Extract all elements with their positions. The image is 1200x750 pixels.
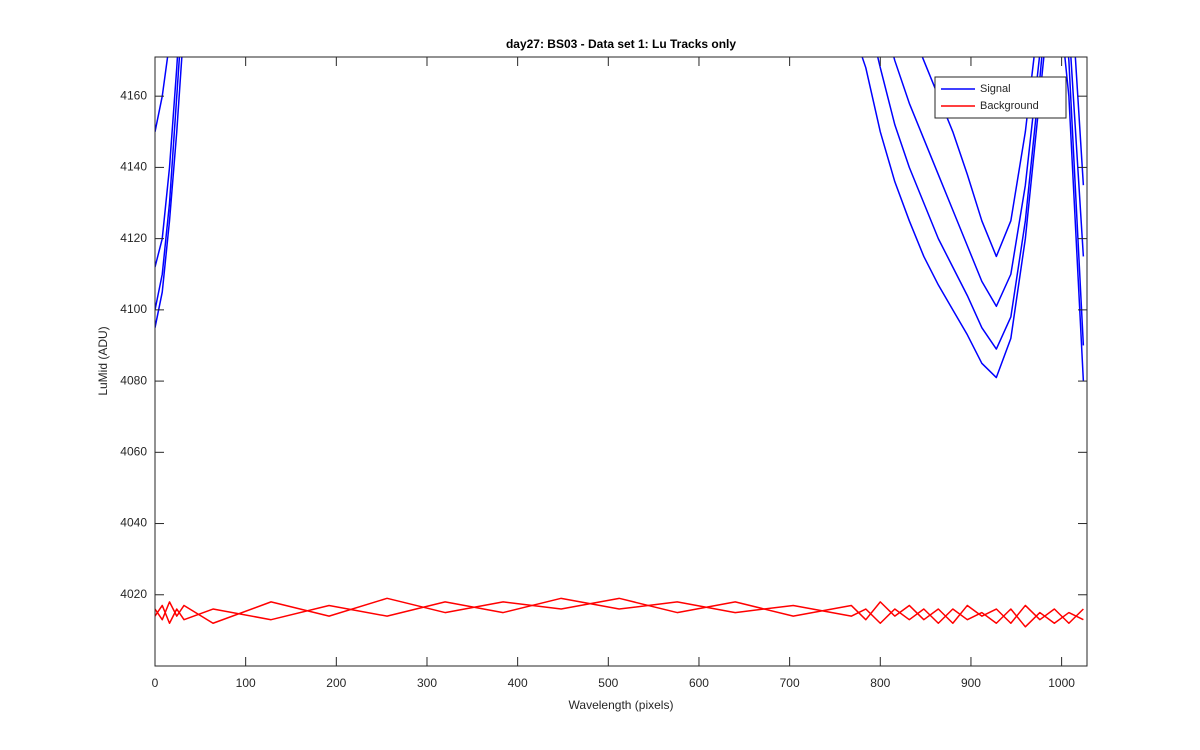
y-tick-label: 4080 [120, 373, 147, 387]
y-tick-label: 4020 [120, 587, 147, 601]
legend: Signal Background [934, 76, 1067, 119]
plot-area [155, 57, 1085, 628]
x-tick-label: 0 [152, 676, 159, 690]
line-series [155, 57, 1085, 258]
x-tick-label: 700 [780, 676, 800, 690]
line-series [155, 597, 1084, 625]
line-series [155, 57, 1085, 308]
x-axis-label: Wavelength (pixels) [569, 698, 674, 712]
x-tick-label: 600 [689, 676, 709, 690]
y-tick-label: 4140 [120, 160, 147, 174]
x-tick-label: 300 [417, 676, 437, 690]
y-tick-label: 4160 [120, 88, 147, 102]
legend-label: Signal [980, 83, 1011, 95]
line-series [155, 597, 1084, 628]
x-tick-label: 200 [326, 676, 346, 690]
y-axis-label: LuMid (ADU) [96, 326, 110, 395]
chart-title: day27: BS03 - Data set 1: Lu Tracks only [506, 37, 736, 51]
x-tick-label: 400 [508, 676, 528, 690]
x-tick-label: 900 [961, 676, 981, 690]
line-series [155, 57, 1085, 350]
y-tick-label: 4060 [120, 444, 147, 458]
x-tick-label: 1000 [1048, 676, 1075, 690]
x-tick-label: 100 [236, 676, 256, 690]
x-tick-label: 800 [870, 676, 890, 690]
y-tick-label: 4100 [120, 302, 147, 316]
axes: 0 100 200 300 400 500 600 700 800 900 1000 4020 4040… [120, 56, 1088, 690]
legend-label: Background [980, 100, 1039, 112]
legend-box [934, 76, 1067, 119]
line-series [155, 57, 1085, 382]
y-tick-label: 4120 [120, 231, 147, 245]
x-tick-label: 500 [598, 676, 618, 690]
y-tick-label: 4040 [120, 516, 147, 530]
axes-box [154, 56, 1088, 667]
